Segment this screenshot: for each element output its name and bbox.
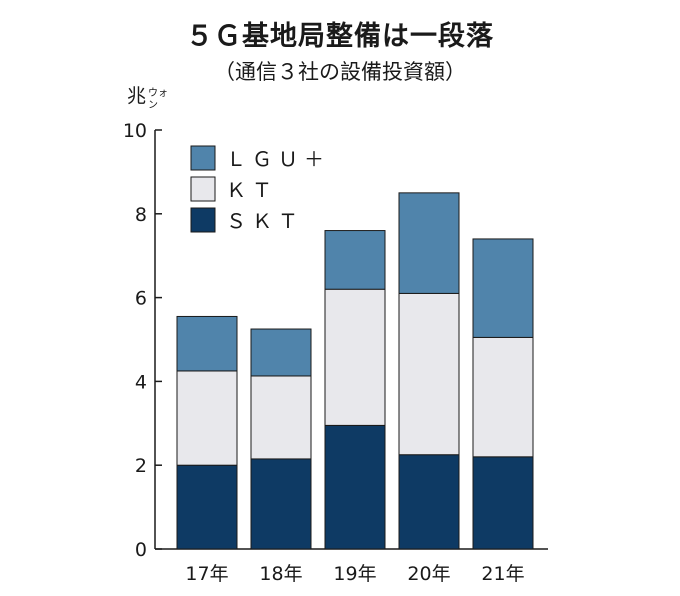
bar-0-series-0	[176, 464, 238, 550]
bar-3-series-1	[398, 292, 460, 456]
legend-label-0: ＳＫＴ	[226, 209, 304, 233]
chart-title: ５Ｇ基地局整備は一段落	[186, 21, 494, 52]
x-tick-label-4: 21年	[481, 563, 524, 585]
bar-0-series-1	[176, 370, 238, 466]
unit-sub-2: ン	[148, 100, 158, 111]
unit-label: 兆 ウォ ン	[127, 85, 168, 111]
y-ticks: 0 2 4 6 8 10	[123, 120, 162, 561]
bar-2-series-2	[324, 230, 386, 290]
bar-4-series-2	[472, 238, 534, 338]
bar-2-series-0	[324, 424, 386, 550]
unit-sub-1: ウォ	[148, 87, 168, 99]
legend-swatch-0	[190, 207, 216, 233]
category-labels: 17年 18年 19年 20年 21年	[185, 563, 524, 585]
bars	[176, 192, 534, 550]
bar-0-series-2	[176, 315, 238, 372]
legend-label-2: ＬＧＵ＋	[226, 147, 330, 171]
y-tick-label-4: 8	[135, 204, 147, 226]
bar-3-series-2	[398, 192, 460, 294]
y-tick-label-3: 6	[135, 288, 147, 310]
y-tick-label-0: 0	[135, 539, 147, 561]
x-tick-label-2: 19年	[333, 563, 376, 585]
x-tick-label-1: 18年	[259, 563, 302, 585]
bar-1-series-0	[250, 458, 312, 550]
bar-4-series-0	[472, 456, 534, 550]
bar-2-series-1	[324, 288, 386, 426]
chart-subtitle: （通信３社の設備投資額）	[214, 60, 466, 84]
legend: ＬＧＵ＋ ＫＴ ＳＫＴ	[190, 145, 330, 233]
y-tick-label-2: 4	[135, 371, 147, 393]
legend-label-1: ＫＴ	[226, 178, 278, 202]
y-tick-label-1: 2	[135, 455, 147, 477]
y-tick-label-5: 10	[123, 120, 147, 142]
unit-main: 兆	[127, 85, 146, 107]
x-tick-label-0: 17年	[185, 563, 228, 585]
legend-swatch-1	[190, 176, 216, 202]
x-tick-label-3: 20年	[407, 563, 450, 585]
bar-3-series-0	[398, 454, 460, 550]
legend-swatch-2	[190, 145, 216, 171]
bar-4-series-1	[472, 336, 534, 458]
bar-1-series-2	[250, 328, 312, 377]
bar-1-series-1	[250, 375, 312, 460]
